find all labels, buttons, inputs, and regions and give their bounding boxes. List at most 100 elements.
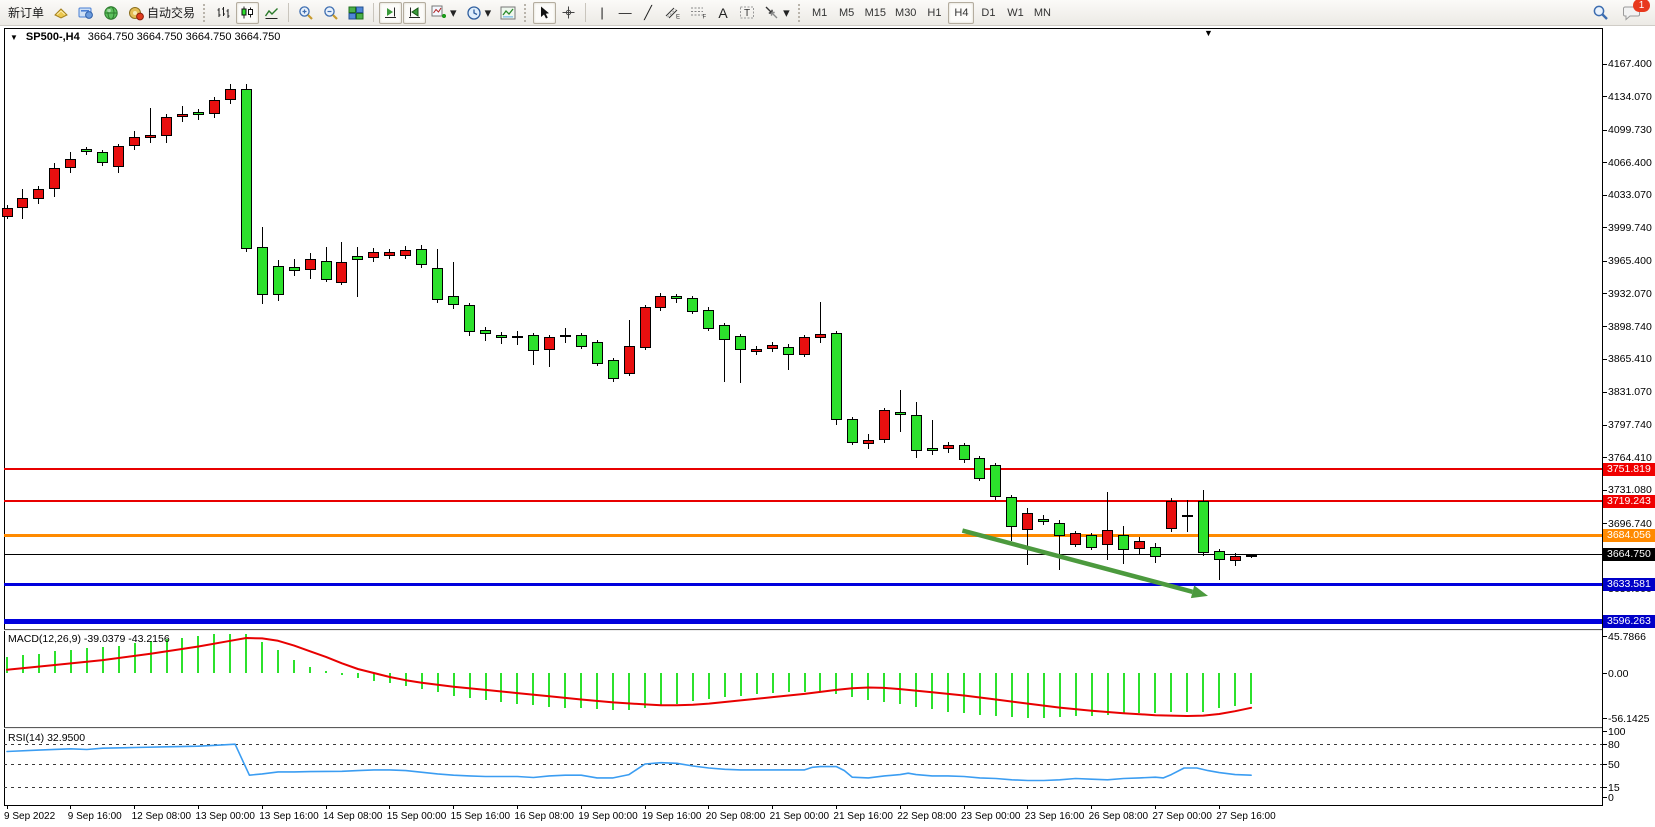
candle <box>783 347 795 355</box>
zoom-out-button[interactable] <box>319 2 343 24</box>
rsi-level-dashed-line <box>4 787 1602 789</box>
time-label: 23 Sep 16:00 <box>1024 811 1085 822</box>
auto-trading-icon <box>128 5 144 21</box>
rsi-axis-tick <box>1602 744 1607 746</box>
macd-histogram-bar <box>516 673 519 704</box>
periods-button[interactable]: ▾ <box>462 2 496 24</box>
price-level-badge: 3751.819 <box>1603 462 1655 476</box>
horizontal-line-button[interactable]: — <box>614 2 636 24</box>
notifications-button[interactable]: 1 <box>1619 0 1650 24</box>
metaeditor-button[interactable] <box>74 2 98 24</box>
macd-histogram-bar <box>1074 673 1077 717</box>
time-label: 22 Sep 08:00 <box>897 811 957 822</box>
price-level-badge: 3684.056 <box>1603 528 1655 542</box>
candle-wick <box>899 390 901 433</box>
macd-histogram-bar <box>293 660 296 673</box>
macd-histogram-bar <box>580 673 583 709</box>
time-axis-tick <box>708 806 710 809</box>
time-label: 27 Sep 00:00 <box>1152 811 1212 822</box>
line-chart-icon <box>264 5 279 20</box>
auto-scroll-button[interactable] <box>379 1 403 24</box>
candle <box>416 248 428 266</box>
equidistant-channel-icon: E <box>664 5 681 20</box>
add-indicator-button[interactable]: ▾ <box>427 2 461 24</box>
pane-splitter[interactable] <box>4 629 1602 631</box>
rsi-axis-label: 15 <box>1608 781 1620 794</box>
new-order-button[interactable]: 新订单 <box>4 2 48 24</box>
candle <box>384 251 396 257</box>
candle <box>304 259 316 271</box>
market-watch-button[interactable] <box>99 2 123 24</box>
chart-window[interactable]: ▼ SP500-,H4 3664.750 3664.750 3664.750 3… <box>0 27 1655 827</box>
candle <box>208 100 220 115</box>
time-axis-tick <box>197 806 199 809</box>
chart-shift-button[interactable] <box>403 1 427 24</box>
candle <box>224 88 236 101</box>
rsi-axis-label: 100 <box>1608 725 1626 738</box>
macd-histogram-bar <box>213 634 216 673</box>
macd-histogram-bar <box>739 673 742 696</box>
price-tick-label: 3797.740 <box>1608 419 1652 431</box>
fibonacci-button[interactable]: F <box>686 2 711 24</box>
text-label-button[interactable]: T <box>735 2 759 24</box>
cursor-button[interactable] <box>533 1 557 24</box>
timeframe-H1[interactable]: H1 <box>921 2 947 24</box>
timeframe-M1[interactable]: M1 <box>807 2 833 24</box>
candle <box>1229 555 1241 561</box>
candle <box>846 419 858 443</box>
price-axis-tick <box>1602 129 1607 131</box>
timeframe-M15[interactable]: M15 <box>861 2 890 24</box>
timeframe-M5[interactable]: M5 <box>834 2 860 24</box>
candle <box>192 112 204 116</box>
macd-histogram-bar <box>261 642 264 673</box>
macd-histogram-bar <box>309 666 312 673</box>
time-axis-tick <box>899 806 901 809</box>
macd-label: MACD(12,26,9) -39.0379 -43.2156 <box>8 633 170 645</box>
line-chart-button[interactable] <box>260 2 283 24</box>
candle-wick <box>357 246 359 298</box>
timeframe-M30[interactable]: M30 <box>891 2 920 24</box>
macd-histogram-bar <box>117 645 120 673</box>
templates-button[interactable] <box>496 2 520 24</box>
chart-shift-marker-icon[interactable]: ▼ <box>1204 28 1213 38</box>
svg-text:T: T <box>744 8 750 19</box>
shapes-button[interactable]: ▾ <box>760 2 794 24</box>
macd-histogram-bar <box>803 673 806 692</box>
tile-windows-button[interactable] <box>344 2 368 24</box>
macd-histogram-bar <box>675 673 678 704</box>
cursor-arrow-icon <box>537 5 552 20</box>
crosshair-button[interactable] <box>557 2 580 24</box>
macd-histogram-bar <box>468 673 471 698</box>
macd-histogram-bar <box>37 653 40 673</box>
candle <box>894 411 906 416</box>
auto-trading-button[interactable]: 自动交易 <box>124 2 199 24</box>
green-globe-icon <box>103 5 119 21</box>
rsi-axis-tick <box>1602 787 1607 789</box>
search-button[interactable] <box>1588 2 1613 24</box>
candle <box>1006 497 1018 527</box>
bar-chart-button[interactable] <box>212 2 235 24</box>
time-label: 15 Sep 00:00 <box>386 811 447 822</box>
candle <box>703 310 715 329</box>
timeframe-D1[interactable]: D1 <box>975 2 1001 24</box>
equidistant-channel-button[interactable]: E <box>660 2 685 24</box>
pane-splitter[interactable] <box>4 727 1602 729</box>
timeframe-H4[interactable]: H4 <box>948 1 975 24</box>
candle-wick <box>1107 491 1109 560</box>
timeframe-W1[interactable]: W1 <box>1002 2 1028 24</box>
toolbar: 新订单 自动交易 <box>0 0 1655 26</box>
trendline-button[interactable]: ╱ <box>637 2 659 24</box>
vertical-line-button[interactable]: | <box>591 2 613 24</box>
text-button[interactable]: A <box>712 2 734 24</box>
price-tick-label: 3932.070 <box>1608 287 1652 300</box>
price-axis-tick <box>1602 326 1607 327</box>
zoom-in-button[interactable] <box>294 2 318 24</box>
time-label: 21 Sep 00:00 <box>769 811 830 822</box>
price-tick-label: 3898.740 <box>1608 320 1652 333</box>
timeframe-MN[interactable]: MN <box>1029 2 1055 24</box>
candle <box>129 136 141 147</box>
time-axis-tick <box>453 806 455 809</box>
new-order-ticket-button[interactable] <box>49 2 73 24</box>
candlestick-chart-button[interactable] <box>236 1 260 24</box>
price-level-badge: 3664.750 <box>1603 547 1655 561</box>
